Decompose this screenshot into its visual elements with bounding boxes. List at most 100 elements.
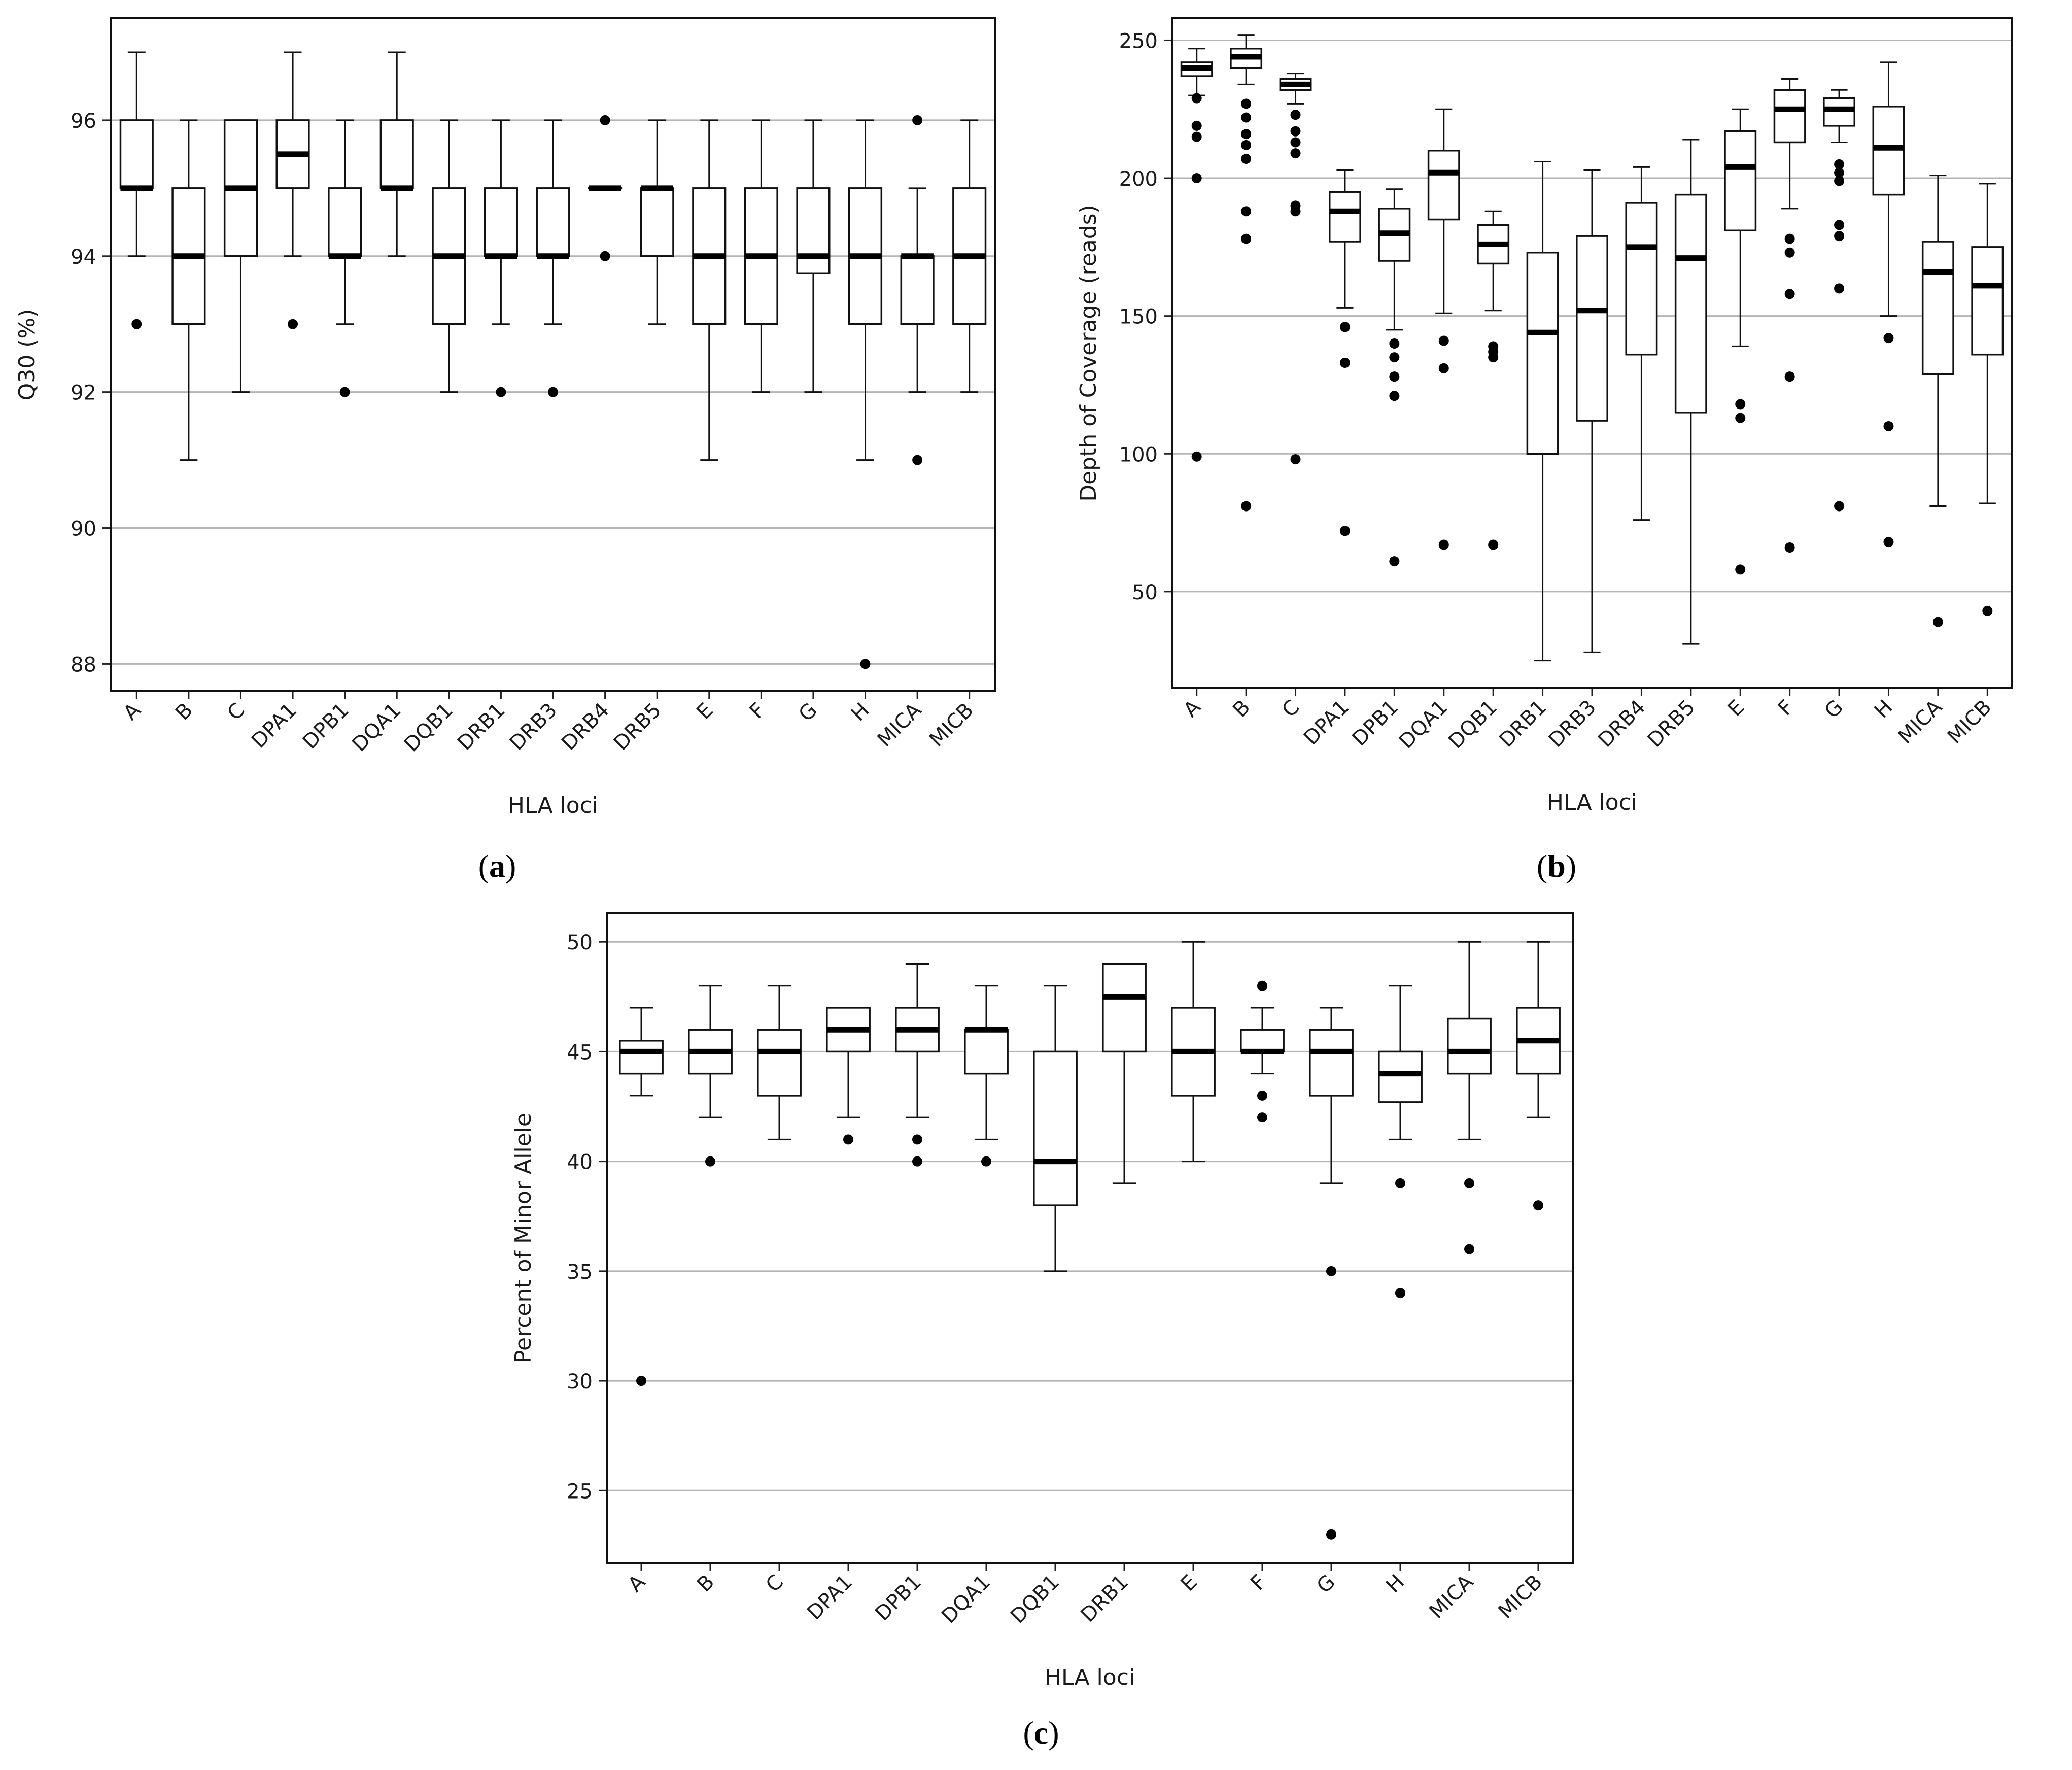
x-tick-label: MICB <box>1494 1571 1547 1623</box>
outlier-point <box>1488 539 1499 550</box>
outlier-point <box>131 319 142 329</box>
x-tick-label: A <box>119 698 145 725</box>
outlier-point <box>1191 120 1202 131</box>
outlier-point <box>1834 176 1845 186</box>
outlier-point <box>1241 129 1252 140</box>
box-DPA1 <box>826 1007 871 1145</box>
x-tick-label: DRB1 <box>453 699 509 755</box>
panel-caption-close: ) <box>1566 848 1576 884</box>
iqr-box <box>328 187 362 257</box>
outlier-point <box>912 1134 922 1145</box>
box-C <box>757 985 802 1140</box>
panel-caption-close: ) <box>1048 1715 1059 1751</box>
iqr-box <box>1576 235 1608 422</box>
outlier-point <box>1241 501 1252 512</box>
outlier-point <box>1389 556 1400 567</box>
panel-caption-open: ( <box>1023 1715 1033 1751</box>
iqr-box <box>1309 1029 1354 1097</box>
outlier-point <box>1834 501 1845 512</box>
outlier-point <box>1533 1200 1543 1211</box>
outlier-point <box>1883 333 1894 344</box>
box-DPA1 <box>1328 169 1361 536</box>
box-DQB1 <box>432 119 466 393</box>
y-tick-label: 25 <box>567 1480 593 1503</box>
box-G <box>1309 1007 1354 1540</box>
x-tick-label: DRB3 <box>1544 696 1601 752</box>
outlier-point <box>1735 399 1746 410</box>
outlier-point <box>1883 537 1894 548</box>
iqr-box <box>1102 963 1147 1053</box>
plot-frame <box>1171 17 2013 689</box>
outlier-point <box>1488 352 1499 363</box>
outlier-point <box>1389 391 1400 401</box>
x-axis-label: HLA loci <box>1045 1664 1135 1690</box>
y-axis-label: Q30 (%) <box>14 309 40 401</box>
outlier-point <box>1834 283 1845 294</box>
box-MICB <box>1516 941 1561 1211</box>
box-C <box>223 119 258 393</box>
panel-caption-open: ( <box>478 848 489 884</box>
box-DQA1 <box>379 51 414 257</box>
outlier-point <box>600 251 610 261</box>
outlier-point <box>1784 233 1795 244</box>
box-DRB1 <box>484 119 518 397</box>
y-tick-label: 35 <box>567 1261 593 1284</box>
y-axis-label: Percent of Minor Allele <box>510 1113 536 1364</box>
outlier-point <box>705 1156 715 1167</box>
box-MICA <box>1447 941 1492 1254</box>
box-DRB1 <box>1526 160 1559 662</box>
plot-frame <box>606 912 1574 1564</box>
iqr-box <box>757 1029 802 1097</box>
panel-caption: (b) <box>1537 848 1576 884</box>
box-G <box>1823 89 1856 512</box>
outlier-point <box>1784 247 1795 258</box>
box-DRB5 <box>640 119 674 325</box>
outlier-point <box>1784 542 1795 553</box>
x-tick-label: F <box>745 699 770 724</box>
box-DRB3 <box>1576 169 1608 653</box>
iqr-box <box>1921 241 1954 375</box>
outlier-point <box>1191 131 1202 142</box>
outlier-point <box>1257 1112 1267 1123</box>
x-tick-label: A <box>1179 695 1205 722</box>
y-tick-label: 90 <box>71 518 96 541</box>
outlier-point <box>1241 112 1252 123</box>
box-DPB1 <box>895 963 940 1167</box>
outlier-point <box>1191 451 1202 462</box>
box-C <box>1279 73 1312 465</box>
box-F <box>744 119 778 393</box>
iqr-box <box>796 187 831 275</box>
y-tick-label: 96 <box>71 110 96 133</box>
outlier-point <box>1883 421 1894 431</box>
x-tick-label: H <box>1870 696 1897 723</box>
outlier-point <box>1735 413 1746 423</box>
outlier-point <box>1191 93 1202 104</box>
x-tick-label: B <box>693 1571 719 1597</box>
box-DPB1 <box>1378 188 1411 567</box>
outlier-point <box>1438 335 1449 346</box>
box-MICB <box>1971 183 2004 616</box>
box-H <box>1872 61 1905 548</box>
iqr-box <box>1328 191 1361 243</box>
x-tick-label: MICB <box>1943 696 1996 748</box>
outlier-point <box>339 387 350 397</box>
x-tick-label: MICA <box>1425 1570 1478 1623</box>
x-tick-label: DRB1 <box>1077 1571 1133 1627</box>
panel-caption-letter: c <box>1034 1715 1048 1751</box>
x-axis-label: HLA loci <box>508 793 598 819</box>
box-DQA1 <box>964 985 1009 1167</box>
outlier-point <box>1834 167 1845 178</box>
outlier-point <box>1834 220 1845 230</box>
outlier-point <box>1290 126 1301 137</box>
outlier-point <box>912 115 923 125</box>
box-E <box>1724 108 1757 575</box>
iqr-box <box>536 187 570 257</box>
x-tick-label: F <box>1246 1571 1271 1595</box>
x-axis-label: HLA loci <box>1547 790 1637 815</box>
x-tick-label: C <box>1277 696 1304 722</box>
y-tick-label: 200 <box>1119 167 1158 191</box>
panel-caption-letter: a <box>489 848 505 884</box>
x-tick-label: DQA1 <box>1395 696 1453 754</box>
iqr-box <box>900 255 935 325</box>
x-tick-label: DRB1 <box>1495 696 1551 752</box>
